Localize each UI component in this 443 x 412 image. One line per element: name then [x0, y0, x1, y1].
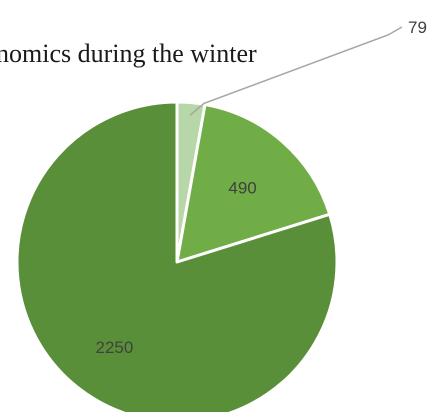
pie-slice-2250 — [15, 100, 339, 412]
leader-line — [189, 26, 403, 116]
pie-slices — [15, 100, 339, 412]
data-label-490: 490 — [228, 179, 256, 198]
data-label-79: 79 — [408, 18, 427, 37]
chart-title: nomics during the winter — [0, 39, 257, 68]
data-labels: 79 490 2250 — [96, 18, 427, 357]
pie-slice-490 — [175, 102, 332, 264]
data-label-2250: 2250 — [96, 338, 134, 357]
